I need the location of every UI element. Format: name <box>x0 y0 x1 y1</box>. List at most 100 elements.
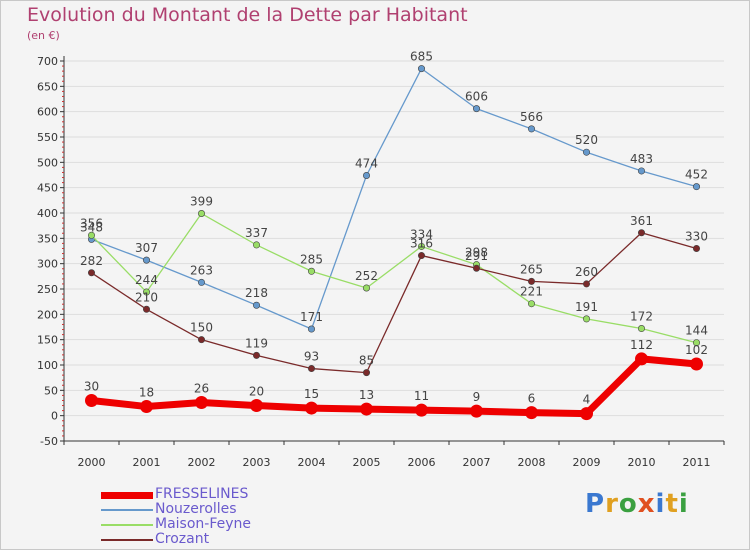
data-point <box>582 280 590 288</box>
data-point <box>307 325 315 333</box>
y-tick-label: 200 <box>37 308 58 321</box>
x-tick-label: 2009 <box>573 456 601 469</box>
data-label: 260 <box>575 265 598 279</box>
x-tick-label: 2001 <box>133 456 161 469</box>
data-point <box>580 407 593 421</box>
data-label: 483 <box>630 152 653 166</box>
data-point <box>582 315 590 323</box>
data-point <box>582 148 590 156</box>
data-point <box>527 300 535 308</box>
data-label: 4 <box>583 393 591 407</box>
data-point <box>253 351 261 359</box>
data-point <box>470 404 483 418</box>
legend-swatch-crozant <box>101 539 153 541</box>
data-point <box>253 301 261 309</box>
data-label: 399 <box>190 195 213 209</box>
y-tick-label: 600 <box>37 106 58 119</box>
data-label: 6 <box>528 392 536 406</box>
y-tick-label: 400 <box>37 207 58 220</box>
legend-swatch-maison-feyne <box>101 524 153 526</box>
data-label: 361 <box>630 214 653 228</box>
data-point <box>637 167 645 175</box>
data-point <box>305 401 318 415</box>
data-label: 334 <box>410 227 433 241</box>
legend-label-fresselines: FRESSELINES <box>155 486 249 502</box>
y-tick-label: -50 <box>40 435 58 448</box>
data-label: 265 <box>520 262 543 276</box>
series-line-nouzerolles <box>91 67 697 330</box>
data-point <box>362 284 370 292</box>
data-label: 307 <box>135 241 158 255</box>
data-point <box>362 172 370 180</box>
data-point <box>527 125 535 133</box>
data-point <box>88 269 96 277</box>
proxiti-logo: Proxiti <box>585 489 689 519</box>
data-point <box>692 339 700 347</box>
x-tick-label: 2007 <box>463 456 491 469</box>
y-tick-label: 650 <box>37 80 58 93</box>
y-tick-label: 550 <box>37 131 58 144</box>
data-label: 26 <box>194 381 209 395</box>
data-label: 15 <box>304 387 319 401</box>
data-point <box>525 406 538 420</box>
legend-label-maison-feyne: Maison-Feyne <box>155 516 252 532</box>
data-point <box>637 229 645 237</box>
data-label: 282 <box>80 254 103 268</box>
y-tick-label: 100 <box>37 359 58 372</box>
data-point <box>527 277 535 285</box>
data-point <box>198 278 206 286</box>
data-point <box>417 252 425 260</box>
data-point <box>637 325 645 333</box>
data-point <box>415 403 428 417</box>
y-tick-label: 350 <box>37 232 58 245</box>
data-label: 218 <box>245 286 268 300</box>
x-tick-label: 2005 <box>353 456 381 469</box>
x-tick-label: 2002 <box>188 456 216 469</box>
data-point <box>417 242 425 250</box>
data-point <box>692 183 700 191</box>
x-tick-label: 2004 <box>298 456 326 469</box>
data-label: 102 <box>685 343 708 357</box>
y-tick-label: 700 <box>37 55 58 68</box>
y-tick-label: 300 <box>37 258 58 271</box>
data-point <box>307 365 315 373</box>
series-line-maison-feyne <box>91 212 697 344</box>
data-label: 119 <box>245 336 268 350</box>
data-label: 263 <box>190 263 213 277</box>
data-point <box>417 65 425 73</box>
y-tick-label: 250 <box>37 283 58 296</box>
data-label: 452 <box>685 168 708 182</box>
data-point <box>253 241 261 249</box>
data-label: 150 <box>190 321 213 335</box>
data-label: 11 <box>414 389 429 403</box>
series-line-fresselines <box>91 355 697 418</box>
data-label: 356 <box>80 216 103 230</box>
data-label: 30 <box>84 379 99 393</box>
legend-swatch-fresselines <box>101 491 153 499</box>
data-point <box>143 305 151 313</box>
data-label: 210 <box>135 290 158 304</box>
data-point <box>692 244 700 252</box>
data-label: 13 <box>359 388 374 402</box>
x-tick-label: 2003 <box>243 456 271 469</box>
data-label: 244 <box>135 273 158 287</box>
data-label: 298 <box>465 246 488 260</box>
data-label: 285 <box>300 252 323 266</box>
data-point <box>690 357 703 371</box>
data-label: 330 <box>685 229 708 243</box>
data-label: 221 <box>520 285 543 299</box>
data-label: 9 <box>473 390 481 404</box>
data-label: 18 <box>139 386 154 400</box>
data-label: 144 <box>685 324 708 338</box>
x-tick-label: 2006 <box>408 456 436 469</box>
data-label: 337 <box>245 226 268 240</box>
data-point <box>140 400 153 414</box>
data-label: 566 <box>520 110 543 124</box>
data-label: 474 <box>355 157 378 171</box>
data-point <box>472 105 480 113</box>
data-label: 520 <box>575 133 598 147</box>
x-tick-label: 2008 <box>518 456 546 469</box>
data-label: 606 <box>465 90 488 104</box>
data-label: 85 <box>359 354 374 368</box>
